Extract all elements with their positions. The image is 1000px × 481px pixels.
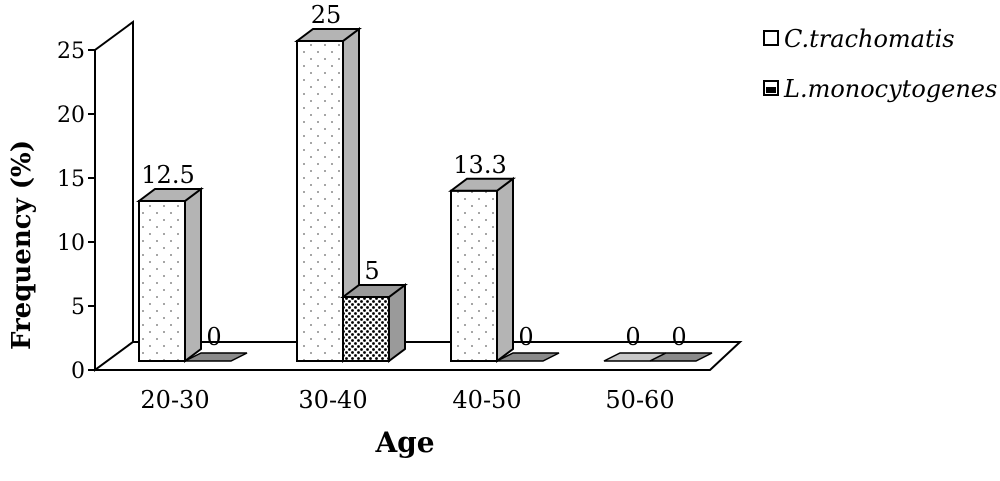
data-label: 0 xyxy=(518,323,533,351)
bar xyxy=(136,187,204,363)
bar xyxy=(340,283,408,363)
bar-front xyxy=(450,189,498,362)
bars xyxy=(136,27,713,363)
legend-label: C.trachomatis xyxy=(784,25,955,53)
axes: 0 5 10 15 20 25 Frequency (%) Age 20-30 30-40 40-5… xyxy=(7,20,743,459)
legend-label: L.monocytogenes xyxy=(783,75,997,103)
bar-front xyxy=(296,40,344,362)
bar-zero-slab xyxy=(184,352,248,362)
legend-swatch-fill xyxy=(766,87,776,93)
legend-item: C.trachomatis xyxy=(763,25,955,53)
data-label: 13.3 xyxy=(453,151,506,179)
x-axis-title: Age xyxy=(374,426,434,459)
side-wall xyxy=(94,20,134,372)
bar xyxy=(649,352,713,362)
data-label: 5 xyxy=(364,257,379,285)
bar-top xyxy=(294,28,362,42)
bar-top xyxy=(340,284,408,298)
y-tick-label: 25 xyxy=(57,39,85,64)
legend-swatch xyxy=(763,30,779,46)
x-tick-label: 20-30 xyxy=(140,386,209,414)
legend-item: L.monocytogenes xyxy=(763,75,997,103)
bar-front xyxy=(342,296,390,362)
y-tick-label: 5 xyxy=(71,295,85,320)
y-tick-label: 20 xyxy=(57,103,85,128)
bar xyxy=(496,352,560,362)
bar-zero-slab xyxy=(649,352,713,362)
x-tick-label: 40-50 xyxy=(452,386,521,414)
y-tick-label: 10 xyxy=(57,231,85,256)
y-axis-title: Frequency (%) xyxy=(7,140,37,350)
data-label: 0 xyxy=(625,323,640,351)
legend: C.trachomatis L.monocytogenes xyxy=(763,25,997,103)
bar xyxy=(184,352,248,362)
bar-front xyxy=(138,200,186,362)
x-tick-label: 30-40 xyxy=(298,386,367,414)
bar-top xyxy=(136,188,204,202)
bar-side xyxy=(496,176,514,363)
bar-side xyxy=(184,187,202,363)
data-label: 0 xyxy=(671,323,686,351)
y-tick-label: 0 xyxy=(71,359,85,384)
labels: 12.5 25 13.3 0 0 5 0 0 xyxy=(141,1,686,351)
y-tick-label: 15 xyxy=(57,167,85,192)
data-label: 12.5 xyxy=(141,161,194,189)
bar xyxy=(448,176,516,363)
x-tick-label: 50-60 xyxy=(605,386,674,414)
floor xyxy=(91,341,743,371)
bar-zero-slab xyxy=(496,352,560,362)
data-label: 0 xyxy=(206,323,221,351)
data-label: 25 xyxy=(311,1,342,29)
bar-top xyxy=(448,177,516,192)
